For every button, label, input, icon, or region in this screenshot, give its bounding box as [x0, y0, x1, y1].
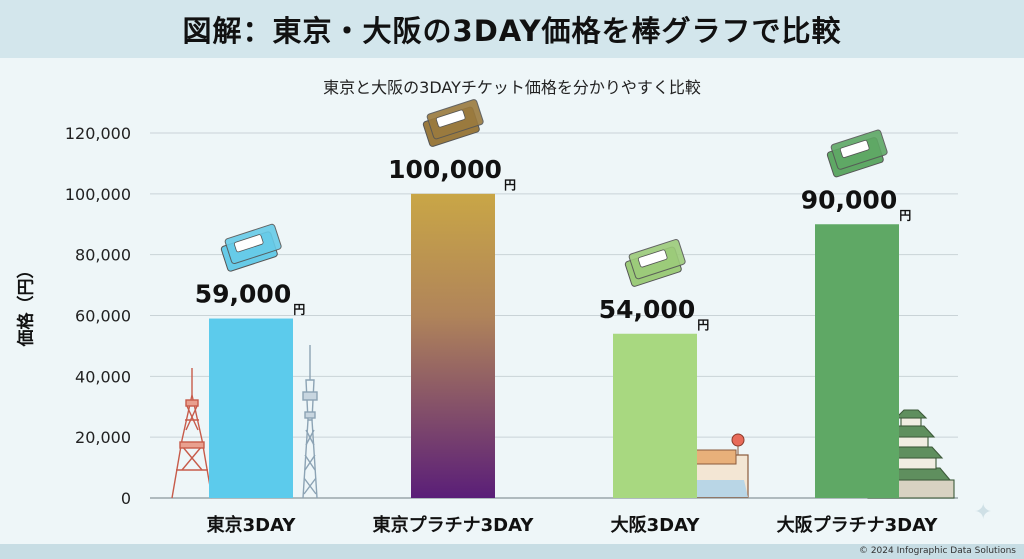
y-tick-label: 0 [121, 489, 131, 508]
value-label: 90,000 [801, 185, 897, 214]
unit-label: 円 [293, 303, 305, 317]
y-tick-label: 80,000 [75, 246, 131, 265]
bar-4 [815, 224, 899, 498]
value-label: 100,000 [388, 155, 502, 184]
category-label: 大阪3DAY [611, 514, 701, 536]
category-label: 東京プラチナ3DAY [373, 514, 535, 536]
labels: 0 20,000 40,000 60,000 80,000 100,000 120,000 5… [65, 124, 938, 536]
bar-2 [411, 193, 495, 499]
page-title: 図解：東京・大阪の3DAY価格を棒グラフで比較 [182, 14, 842, 48]
title-bar: 図解：東京・大阪の3DAY価格を棒グラフで比較 [0, 0, 1024, 58]
unit-label: 円 [697, 318, 709, 332]
y-tick-label: 20,000 [75, 428, 131, 447]
y-tick-label: 60,000 [75, 307, 131, 326]
skytree-icon [302, 345, 318, 499]
copyright-text: © 2024 Infographic Data Solutions [858, 546, 1016, 556]
bar-1 [209, 318, 293, 498]
ticket-icon [826, 129, 888, 178]
bars [209, 193, 899, 499]
unit-label: 円 [899, 208, 911, 222]
category-label: 東京3DAY [207, 514, 297, 536]
footer-bar [0, 544, 1024, 559]
value-label: 59,000 [195, 280, 291, 309]
chart-subtitle: 東京と大阪の3DAYチケット価格を分かりやすく比較 [323, 78, 701, 97]
tokyo-tower-icon [171, 368, 213, 499]
ticket-icon [624, 239, 686, 287]
ticket-icon [220, 223, 282, 272]
y-tick-label: 120,000 [65, 124, 131, 143]
y-tick-label: 100,000 [65, 185, 131, 204]
y-tick-label: 40,000 [75, 367, 131, 386]
sparkle-icon: ✦ [974, 500, 993, 525]
ticket-icon [422, 99, 484, 147]
bar-3 [613, 333, 697, 498]
value-label: 54,000 [599, 295, 695, 324]
unit-label: 円 [504, 178, 516, 192]
category-label: 大阪プラチナ3DAY [777, 514, 939, 536]
tickets [220, 99, 888, 287]
